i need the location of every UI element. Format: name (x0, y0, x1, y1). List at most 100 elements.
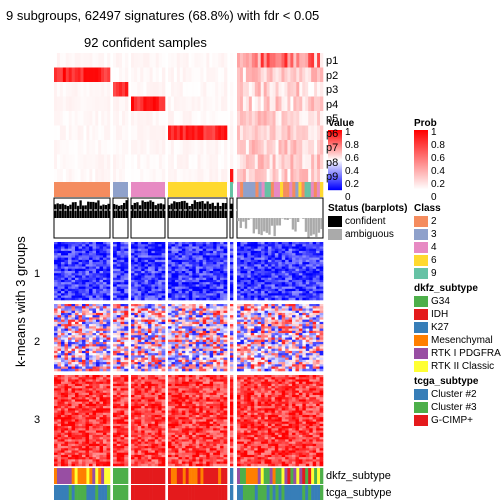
heatmap-cell (141, 326, 145, 329)
heatmap-cell (178, 279, 183, 283)
heatmap-cell (216, 344, 221, 347)
heatmap-cell (274, 341, 279, 345)
heatmap-cell (209, 246, 214, 249)
prob-cell (62, 140, 67, 155)
heatmap-cell (171, 288, 176, 292)
heatmap-cell (103, 246, 107, 249)
heatmap-cell (188, 279, 193, 283)
prob-cell (185, 140, 189, 155)
prob-cell (266, 140, 270, 155)
heatmap-cell (312, 297, 317, 301)
heatmap-cell (220, 275, 224, 278)
heatmap-cell (257, 262, 262, 265)
heatmap-cell (120, 312, 125, 316)
heatmap-cell (288, 264, 293, 267)
heatmap-cell (188, 333, 193, 336)
prob-cell (290, 169, 294, 184)
heatmap-cell (192, 246, 197, 249)
heatmap-cell (161, 317, 166, 320)
heatmap-cell (64, 255, 69, 258)
heatmap-cell (92, 297, 97, 301)
heatmap-cell (141, 253, 145, 256)
prob-cell (59, 96, 64, 111)
heatmap-cell (195, 242, 200, 245)
heatmap-cell (295, 350, 300, 354)
heatmap-cell (278, 248, 283, 252)
heatmap-cell (302, 317, 307, 320)
heatmap-cell (192, 291, 197, 294)
heatmap-cell (144, 337, 149, 341)
prob-cell (266, 125, 270, 140)
heatmap-cell (309, 310, 313, 314)
prob-cell (116, 125, 120, 140)
heatmap-cell (178, 284, 183, 287)
heatmap-cell (141, 355, 145, 358)
prob-cell (56, 154, 61, 169)
heatmap-cell (171, 304, 176, 307)
heatmap-cell (68, 291, 72, 294)
prob-cell (155, 67, 160, 82)
heatmap-cell (192, 357, 197, 361)
prob-cell (203, 67, 207, 82)
prob-cell (281, 82, 285, 97)
prob-cell (176, 169, 181, 184)
class-annotation-cell (246, 182, 250, 197)
heatmap-cell (92, 310, 97, 314)
heatmap-cell (250, 262, 255, 265)
heatmap-cell (144, 362, 149, 365)
heatmap-cell (75, 319, 79, 323)
heatmap-cell (124, 353, 129, 356)
heatmap-cell (285, 335, 289, 338)
heatmap-cell (113, 306, 118, 309)
heatmap-cell (106, 346, 111, 349)
heatmap-cell (261, 328, 265, 332)
heatmap-cell (309, 286, 313, 290)
heatmap-cell (243, 346, 248, 349)
prob-cell (179, 82, 184, 97)
heatmap-cell (216, 366, 221, 370)
heatmap-cell (243, 248, 248, 252)
heatmap-cell (213, 362, 217, 365)
heatmap-cell (305, 355, 310, 358)
heatmap-cell (154, 268, 159, 272)
heatmap-cell (131, 266, 135, 270)
heatmap-cell (309, 253, 313, 256)
heatmap-cell (144, 359, 149, 363)
heatmap-cell (174, 293, 179, 296)
heatmap-cell (292, 288, 296, 292)
heatmap-cell (168, 257, 172, 261)
heatmap-cell (292, 284, 296, 287)
heatmap-cell (85, 359, 90, 363)
heatmap-cell (89, 350, 93, 354)
heatmap-cell (168, 308, 172, 311)
heatmap-cell (154, 284, 159, 287)
heatmap-cell (131, 364, 135, 367)
silhouette-bar (113, 204, 116, 218)
heatmap-cell (254, 315, 258, 318)
prob-cell (257, 169, 262, 184)
heatmap-cell (206, 364, 210, 367)
silhouette-bar (159, 203, 163, 218)
heatmap-cell (309, 350, 313, 354)
prob-cell (173, 125, 178, 140)
heatmap-cell (285, 246, 289, 249)
heatmap-cell (161, 264, 166, 267)
heatmap-cell (82, 346, 86, 349)
heatmap-cell (267, 266, 272, 270)
prob-cell (269, 53, 273, 68)
heatmap-cell (154, 286, 159, 290)
silhouette-bar (244, 218, 248, 229)
heatmap-cell (141, 246, 145, 249)
prob-cell (215, 111, 219, 126)
heatmap-cell (61, 362, 65, 365)
prob-cell (257, 154, 262, 169)
heatmap-cell (298, 255, 303, 258)
heatmap-cell (141, 277, 145, 281)
heatmap-cell (295, 257, 300, 261)
prob-cell (230, 111, 234, 126)
prob-cell (209, 53, 213, 68)
heatmap-cell (209, 244, 214, 247)
heatmap-cell (78, 246, 83, 249)
heatmap-cell (71, 355, 76, 358)
heatmap-cell (240, 271, 245, 274)
